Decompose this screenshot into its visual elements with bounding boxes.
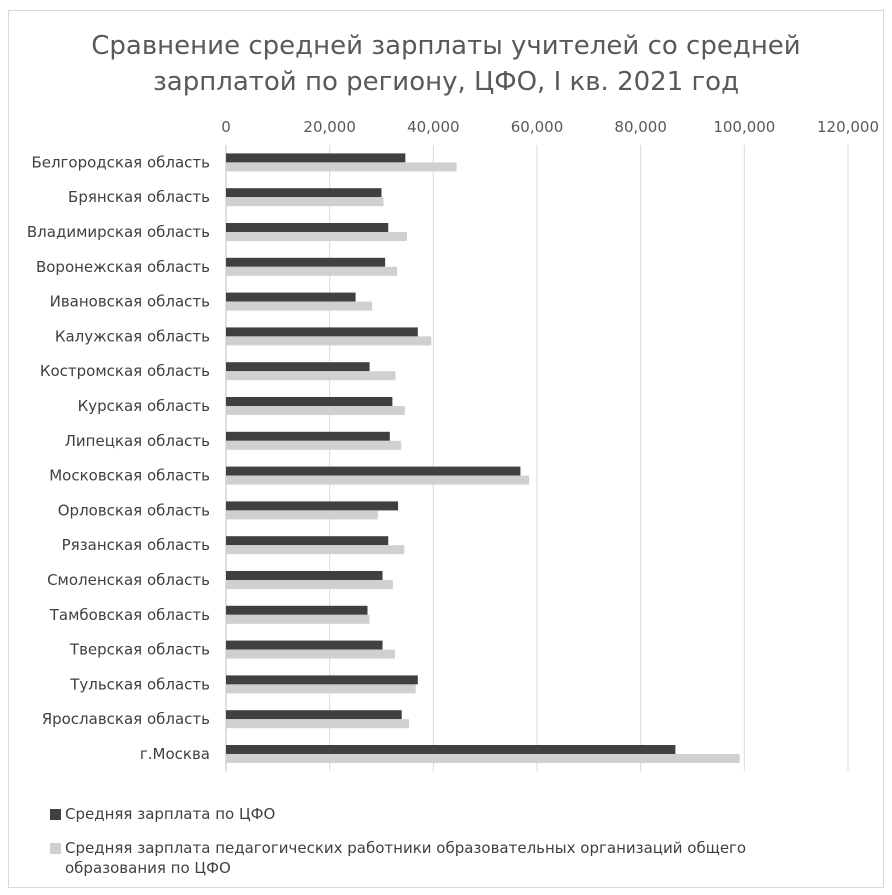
- category-label: Липецкая область: [65, 432, 210, 450]
- category-label: Костромская область: [40, 362, 210, 380]
- bar-series-2: [226, 301, 373, 311]
- bar-series-2: [226, 406, 405, 415]
- bar-series-2: [226, 232, 407, 241]
- category-label: г.Москва: [140, 745, 210, 763]
- category-label: Московская область: [49, 467, 210, 485]
- x-tick-label: 20,000: [303, 118, 356, 136]
- bar-series-1: [226, 188, 382, 198]
- bar-series-2: [226, 371, 396, 381]
- bar-series-2: [226, 197, 384, 207]
- category-label: Белгородская область: [31, 153, 210, 171]
- bar-series-1: [226, 571, 383, 580]
- x-tick-label: 0: [221, 118, 231, 136]
- bar-series-2: [226, 580, 393, 589]
- bar-series-1: [226, 257, 386, 267]
- bar-series-2: [226, 754, 740, 763]
- bar-series-1: [226, 223, 389, 232]
- category-label: Ярославская область: [42, 710, 210, 728]
- x-tick-label: 60,000: [511, 118, 564, 136]
- legend-label: Средняя зарплата по ЦФО: [65, 805, 276, 823]
- chart-title-line-1: Сравнение средней зарплаты учителей со с…: [91, 31, 801, 61]
- x-tick-label: 40,000: [407, 118, 460, 136]
- bar-series-2: [226, 614, 370, 624]
- bar-series-2: [226, 510, 378, 520]
- chart-frame: [8, 10, 884, 888]
- bar-series-2: [226, 336, 432, 346]
- bar-series-1: [226, 362, 370, 372]
- category-label: Курская область: [78, 397, 210, 415]
- bar-series-1: [226, 327, 418, 337]
- bar-series-1: [226, 536, 389, 546]
- bar-series-1: [226, 501, 399, 511]
- legend-item-1: Средняя зарплата по ЦФО: [50, 804, 850, 824]
- bar-series-1: [226, 466, 521, 476]
- category-label: Тверская область: [69, 641, 210, 659]
- bar-series-1: [226, 292, 356, 302]
- bar-series-1: [226, 745, 676, 754]
- legend-item-2: Средняя зарплата педагогических работник…: [50, 838, 850, 878]
- bar-series-1: [226, 431, 390, 441]
- bar-series-2: [226, 440, 402, 450]
- legend-swatch: [50, 843, 61, 854]
- x-tick-label: 100,000: [713, 118, 775, 136]
- category-label: Рязанская область: [62, 536, 210, 554]
- legend-swatch: [50, 809, 61, 820]
- chart-title-line-2: зарплатой по региону, ЦФО, I кв. 2021 го…: [152, 67, 740, 97]
- bar-series-2: [226, 266, 398, 276]
- chart-title: Сравнение средней зарплаты учителей со с…: [0, 28, 892, 100]
- bar-series-2: [226, 162, 457, 172]
- category-label: Орловская область: [58, 501, 210, 519]
- category-label: Тамбовская область: [49, 606, 210, 624]
- bar-series-1: [226, 640, 383, 650]
- legend-label: Средняя зарплата педагогических работник…: [65, 839, 747, 877]
- bar-series-2: [226, 649, 395, 659]
- bar-series-1: [226, 710, 402, 720]
- category-label: Воронежская область: [36, 258, 210, 276]
- category-label: Тульская область: [69, 675, 210, 693]
- bar-series-2: [226, 684, 416, 694]
- chart-legend: Средняя зарплата по ЦФО Средняя зарплата …: [50, 804, 850, 892]
- category-label: Ивановская область: [50, 293, 210, 311]
- bar-series-1: [226, 605, 368, 615]
- bar-series-1: [226, 153, 406, 163]
- category-label: Смоленская область: [47, 571, 210, 589]
- bar-series-2: [226, 475, 530, 485]
- x-tick-label: 80,000: [614, 118, 667, 136]
- bar-series-1: [226, 397, 393, 406]
- category-label: Калужская область: [55, 327, 210, 345]
- category-label: Владимирская область: [27, 223, 210, 241]
- bar-series-2: [226, 719, 409, 729]
- category-label: Брянская область: [68, 188, 210, 206]
- bar-series-1: [226, 675, 418, 685]
- bar-series-2: [226, 545, 405, 555]
- x-tick-label: 120,000: [817, 118, 879, 136]
